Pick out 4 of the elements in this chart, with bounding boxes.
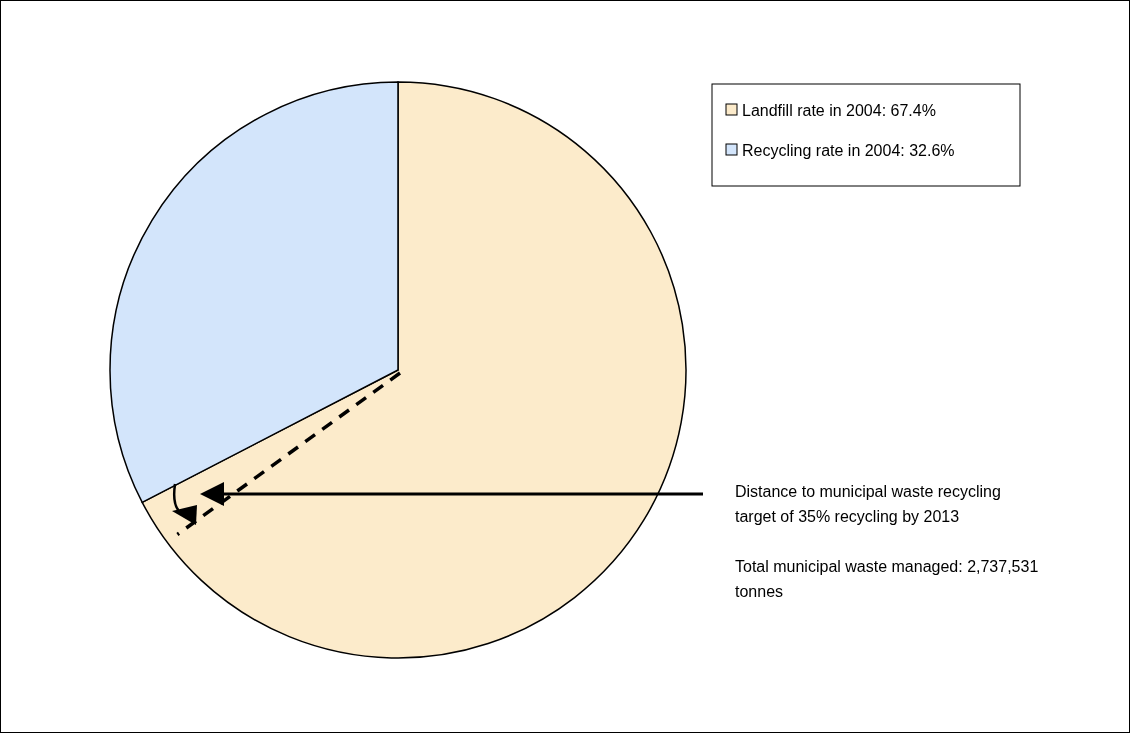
text: Total municipal waste managed: 2,737,531 tonnes <box>735 558 1039 600</box>
legend-label: Recycling rate in 2004: 32.6% <box>742 141 955 159</box>
text: Distance to municipal waste recycling target of 35% recycling by 2013 <box>735 483 1001 525</box>
legend-label: Landfill rate in 2004: 67.4% <box>742 101 936 119</box>
